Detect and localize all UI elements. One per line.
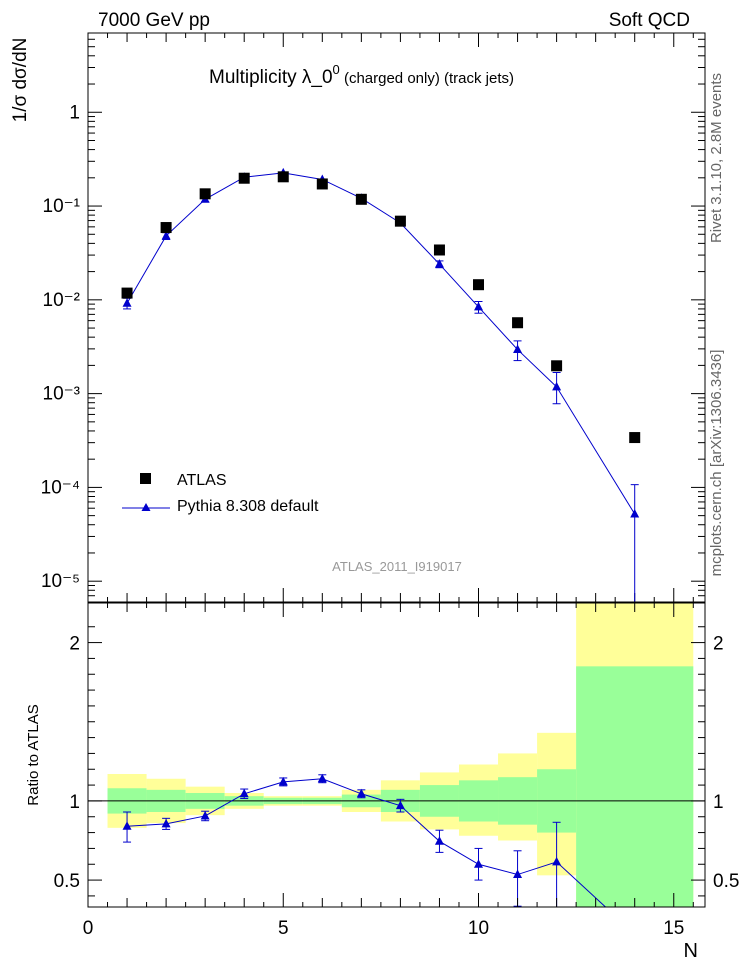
ratio-pythia-point [278,776,288,786]
atlas-data-point [160,222,172,234]
ratio-y-tick-label-right: 0.5 [713,871,739,892]
ratio-pythia-point [474,859,484,868]
atlas-data-point [394,215,406,227]
pythia-data-point [630,509,640,518]
main-title-main: Multiplicity λ_0 [209,67,333,88]
atlas-data-point [433,244,445,256]
atlas-data-point [629,432,641,444]
ratio-ylabel: Ratio to ATLAS [25,704,42,805]
ratio-pythia-point [239,788,249,798]
x-tick-label: 10 [468,918,489,939]
pythia-data-point [513,344,523,354]
ratio-y-tick-label-right: 1 [713,792,724,813]
atlas-data-point [316,178,328,190]
main-ylabel: 1/σ dσ/dN [10,38,31,123]
legend-atlas-label: ATLAS [177,472,227,489]
pythia-data-point [122,298,132,307]
main-y-tick-label: 1 [69,102,80,123]
main-title-small: (charged only) (track jets) [340,70,514,87]
ratio-pythia-point [200,810,210,820]
ratio-y-tick-label: 1 [69,792,80,813]
pythia-data-point [474,301,484,311]
ratio-pythia-point [513,869,523,879]
rivet-label: Rivet 3.1.10, 2.8M events [708,73,725,243]
ratio-pythia-point [356,788,366,798]
atlas-data-point [473,279,485,291]
x-axis-label: N [684,940,698,962]
header-left: 7000 GeV pp [98,10,210,31]
ratio-plot-area: 0.5 0.5 1 1 2 2 0 5 10 15 [54,602,739,939]
atlas-data-point [277,171,289,183]
main-plot-frame [87,32,706,603]
ratio-y-tick-label-right: 2 [713,634,724,655]
pythia-line [126,172,636,515]
x-tick-label: 15 [663,918,684,939]
atlas-data-point [551,360,563,372]
main-y-tick-label: 10⁻² [43,290,81,311]
legend: ATLAS Pythia 8.308 default [122,472,319,515]
x-tick-label: 0 [83,918,94,939]
main-y-tick-label: 10⁻⁵ [41,571,80,592]
ratio-pythia-point [552,856,562,866]
atlas-data-point [121,287,133,299]
main-y-tick-label: 10⁻³ [43,384,81,405]
ratio-pythia-point [395,800,405,810]
main-y-tick-label: 10⁻⁴ [41,477,80,498]
atlas-data-point [355,193,367,205]
atlas-data-point [512,317,524,329]
x-tick-label: 5 [278,918,289,939]
atlas-data-point [238,172,250,184]
pythia-data-point [161,230,171,240]
main-y-tick-label: 10⁻¹ [43,196,81,217]
ratio-plot-frame [87,602,706,908]
legend-pythia-label: Pythia 8.308 default [177,498,319,515]
ratio-pythia-point [122,821,132,830]
legend-atlas-marker [140,473,151,484]
main-title-sup: 0 [333,62,340,77]
ratio-y-tick-label: 0.5 [54,871,80,892]
legend-pythia-marker [141,503,151,511]
main-title: Multiplicity λ_00 (charged only) (track … [209,62,514,88]
ratio-pythia-point [317,773,327,783]
ratio-inner-uncertainty-band [576,666,694,907]
pythia-data-point [552,381,562,391]
ratio-series-group [122,773,607,907]
source-label: mcplots.cern.ch [arXiv:1306.3436] [708,350,725,577]
main-plot-area: 10⁻⁵ 10⁻⁴ 10⁻³ 10⁻² 10⁻¹ 1 [41,32,706,603]
pythia-data-point [434,259,444,268]
ratio-pythia-point [161,818,171,828]
atlas-data-point [199,188,211,200]
analysis-watermark: ATLAS_2011_I919017 [332,559,462,574]
header-right: Soft QCD [609,10,690,31]
ratio-pythia-point [434,836,444,845]
ratio-y-tick-label: 2 [69,634,80,655]
